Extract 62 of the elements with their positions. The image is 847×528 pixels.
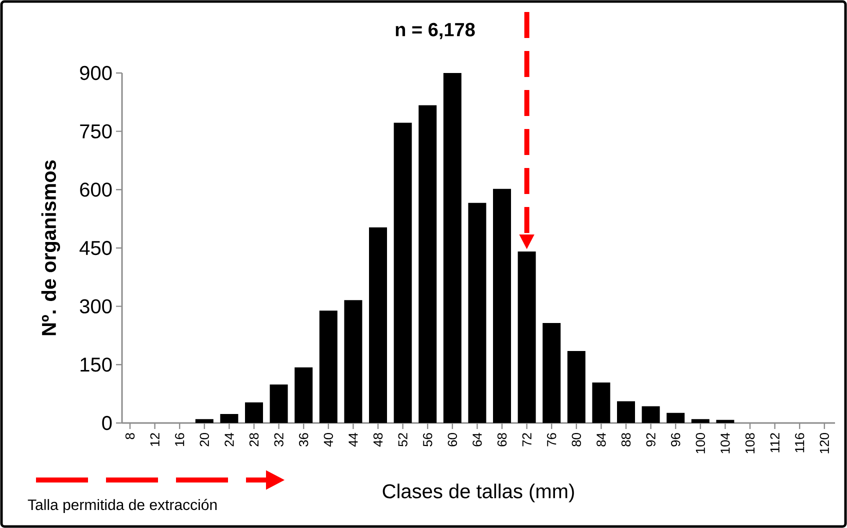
y-tick-label: 750 <box>80 124 112 138</box>
bar <box>369 227 388 423</box>
x-tick-label: 112 <box>770 433 780 452</box>
x-tick-label: 100 <box>696 433 706 454</box>
x-tick-label: 16 <box>175 433 184 446</box>
x-tick-label: 60 <box>448 433 458 446</box>
bar <box>666 412 685 423</box>
bar <box>443 72 462 423</box>
bar <box>542 323 561 423</box>
y-tick-label: 600 <box>80 182 112 197</box>
x-tick-label: 32 <box>274 433 284 446</box>
bar <box>691 419 710 423</box>
bar <box>592 382 610 423</box>
y-tick-label: 300 <box>80 299 112 314</box>
x-tick-label: 96 <box>671 433 680 446</box>
bar <box>394 122 412 423</box>
y-tick-label: 150 <box>80 358 112 372</box>
x-tick-label: 52 <box>398 433 408 446</box>
x-tick-label: 36 <box>299 433 308 446</box>
x-tick-label: 68 <box>497 433 507 446</box>
bar <box>418 105 437 423</box>
text: Talla permitida de extracción <box>28 498 217 514</box>
bar <box>617 401 636 423</box>
x-tick-label: 80 <box>572 433 582 446</box>
x-tick-label: 120 <box>820 433 830 454</box>
bar <box>220 414 238 423</box>
x-axis-title: Clases de tallas (mm) <box>382 484 574 502</box>
x-tick-label: 56 <box>423 433 432 446</box>
x-tick-label: 20 <box>200 433 210 446</box>
x-tick-label: 88 <box>621 433 631 446</box>
bar <box>567 351 586 423</box>
x-tick-label: 48 <box>373 433 383 447</box>
x-tick-label: 44 <box>348 432 358 447</box>
bar <box>195 419 214 423</box>
x-tick-label: 8 <box>125 433 135 440</box>
bar <box>518 251 536 423</box>
y-tick-label: 0 <box>102 416 112 430</box>
x-tick-label: 24 <box>224 432 234 446</box>
x-tick-label: 104 <box>720 432 730 454</box>
y-tick-label: 900 <box>80 66 112 80</box>
bar <box>319 310 338 423</box>
y-axis-title: Nº. de organismos <box>41 160 60 336</box>
x-tick-label: 108 <box>745 433 755 454</box>
x-tick-label: 116 <box>795 433 804 452</box>
x-tick-label: 76 <box>547 433 556 446</box>
y-tick-label: 450 <box>80 240 112 256</box>
x-tick-label: 72 <box>522 433 532 446</box>
bar <box>270 384 288 423</box>
bar <box>493 188 512 423</box>
x-tick-label: 64 <box>472 432 482 446</box>
x-tick-label: 28 <box>249 433 259 446</box>
bar <box>344 300 362 423</box>
x-tick-label: 12 <box>150 433 160 446</box>
x-tick-label: 84 <box>596 432 606 446</box>
bar <box>245 402 264 423</box>
bar <box>642 406 660 423</box>
x-tick-label: 40 <box>324 433 334 447</box>
bar <box>716 420 734 423</box>
text: n = 6,178 <box>396 22 475 40</box>
x-tick-label: 92 <box>646 433 656 446</box>
bar <box>468 202 486 423</box>
bar <box>294 367 313 423</box>
